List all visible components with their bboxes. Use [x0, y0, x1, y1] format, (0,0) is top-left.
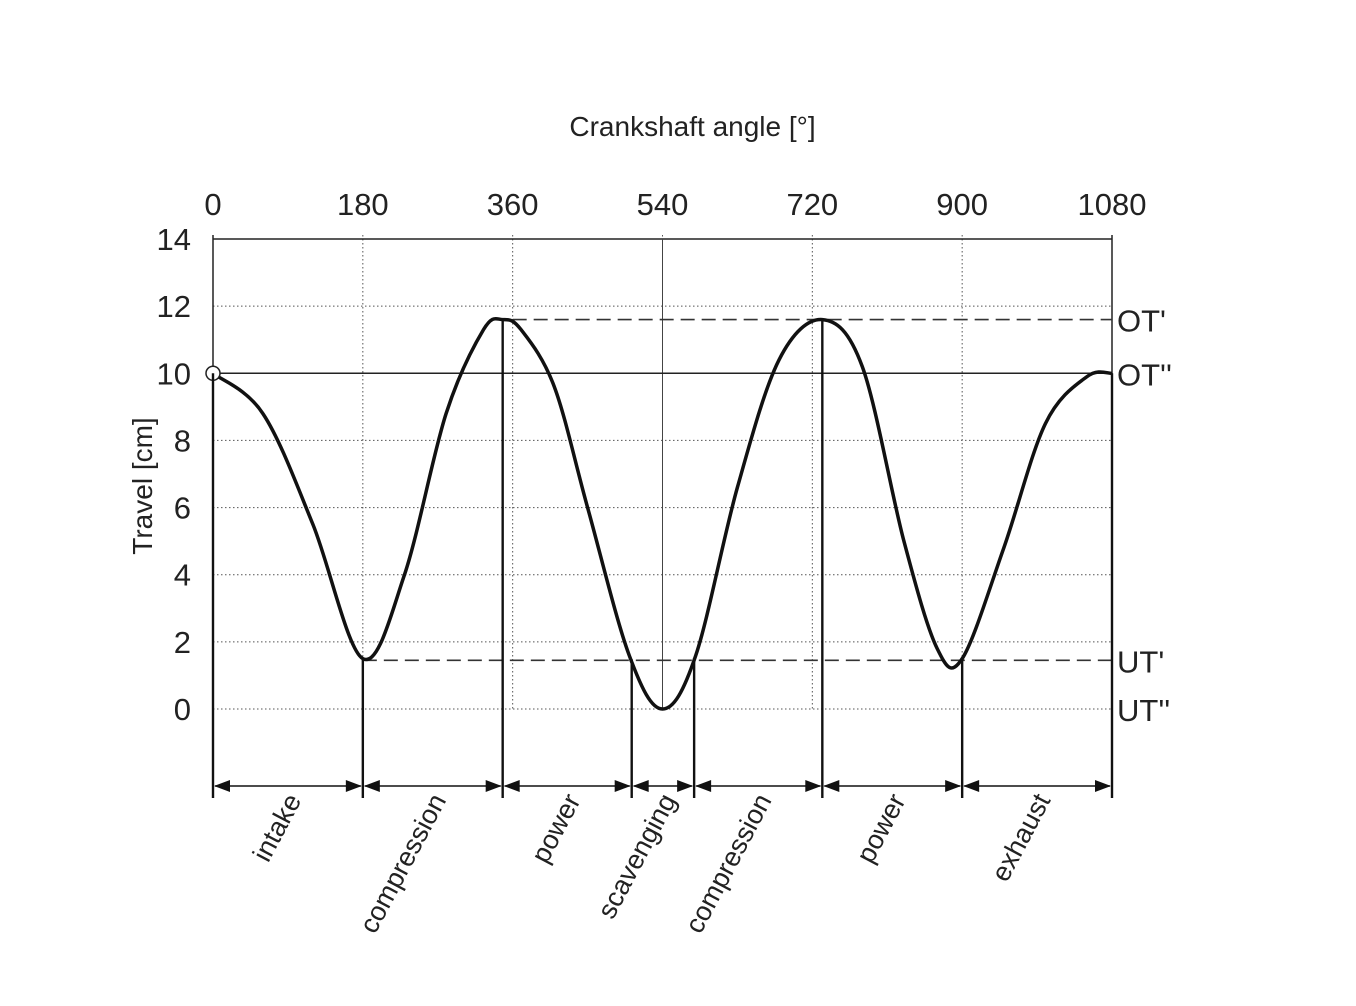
- phase-arrow-head-right: [614, 780, 631, 792]
- x-axis-title: Crankshaft angle [°]: [569, 111, 815, 142]
- phase-label: power: [851, 789, 912, 868]
- phase-label: intake: [247, 789, 307, 867]
- y-axis-title: Travel [cm]: [127, 417, 158, 554]
- phase-arrow-head-left: [363, 780, 380, 792]
- y-tick-label: 12: [157, 289, 191, 324]
- y-tick-label: 4: [174, 558, 191, 593]
- y-tick-label: 2: [174, 625, 191, 660]
- phase-layer: [211, 319, 1114, 798]
- reference-label: OT'': [1117, 357, 1172, 392]
- y-tick-label: 10: [157, 356, 191, 391]
- phase-arrow-head-left: [214, 780, 230, 792]
- phase-arrow-head-left: [823, 780, 840, 792]
- reference-label: UT'': [1117, 693, 1170, 728]
- y-tick-label: 14: [157, 222, 191, 257]
- y-tick-label: 6: [174, 491, 191, 526]
- phase-arrow-head-left: [963, 780, 980, 792]
- phase-arrow-head-right: [945, 780, 962, 792]
- x-tick-label: 720: [786, 187, 838, 222]
- phase-arrow-head-left: [632, 780, 649, 792]
- phase-arrow-head-right: [677, 780, 694, 792]
- phase-arrow-head-right: [485, 780, 502, 792]
- x-tick-label: 0: [204, 187, 221, 222]
- phase-arrow-head-left: [695, 780, 712, 792]
- phase-arrow-head-right: [345, 780, 362, 792]
- phase-label: power: [525, 789, 586, 868]
- phase-label: exhaust: [985, 788, 1056, 886]
- reference-label: UT': [1117, 644, 1164, 679]
- y-tick-label: 8: [174, 423, 191, 458]
- phase-arrow-head-right: [805, 780, 822, 792]
- phase-label: compression: [679, 789, 777, 938]
- phase-label: scavenging: [592, 789, 683, 924]
- text-layer: Crankshaft angle [°] Travel [cm] 0 2 4 6 8 10…: [127, 111, 1172, 938]
- y-tick-label: 0: [174, 692, 191, 727]
- phase-label: compression: [354, 789, 452, 938]
- phase-arrow-head-right: [1095, 780, 1111, 792]
- x-tick-label: 900: [936, 187, 988, 222]
- phase-arrow-head-left: [503, 780, 520, 792]
- x-tick-label: 180: [337, 187, 389, 222]
- x-tick-label: 360: [487, 187, 539, 222]
- travel-curve: [211, 316, 1113, 711]
- reference-label: OT': [1117, 304, 1166, 339]
- curve-layer: [205, 316, 1113, 711]
- x-tick-label: 1080: [1078, 187, 1147, 222]
- x-tick-label: 540: [637, 187, 689, 222]
